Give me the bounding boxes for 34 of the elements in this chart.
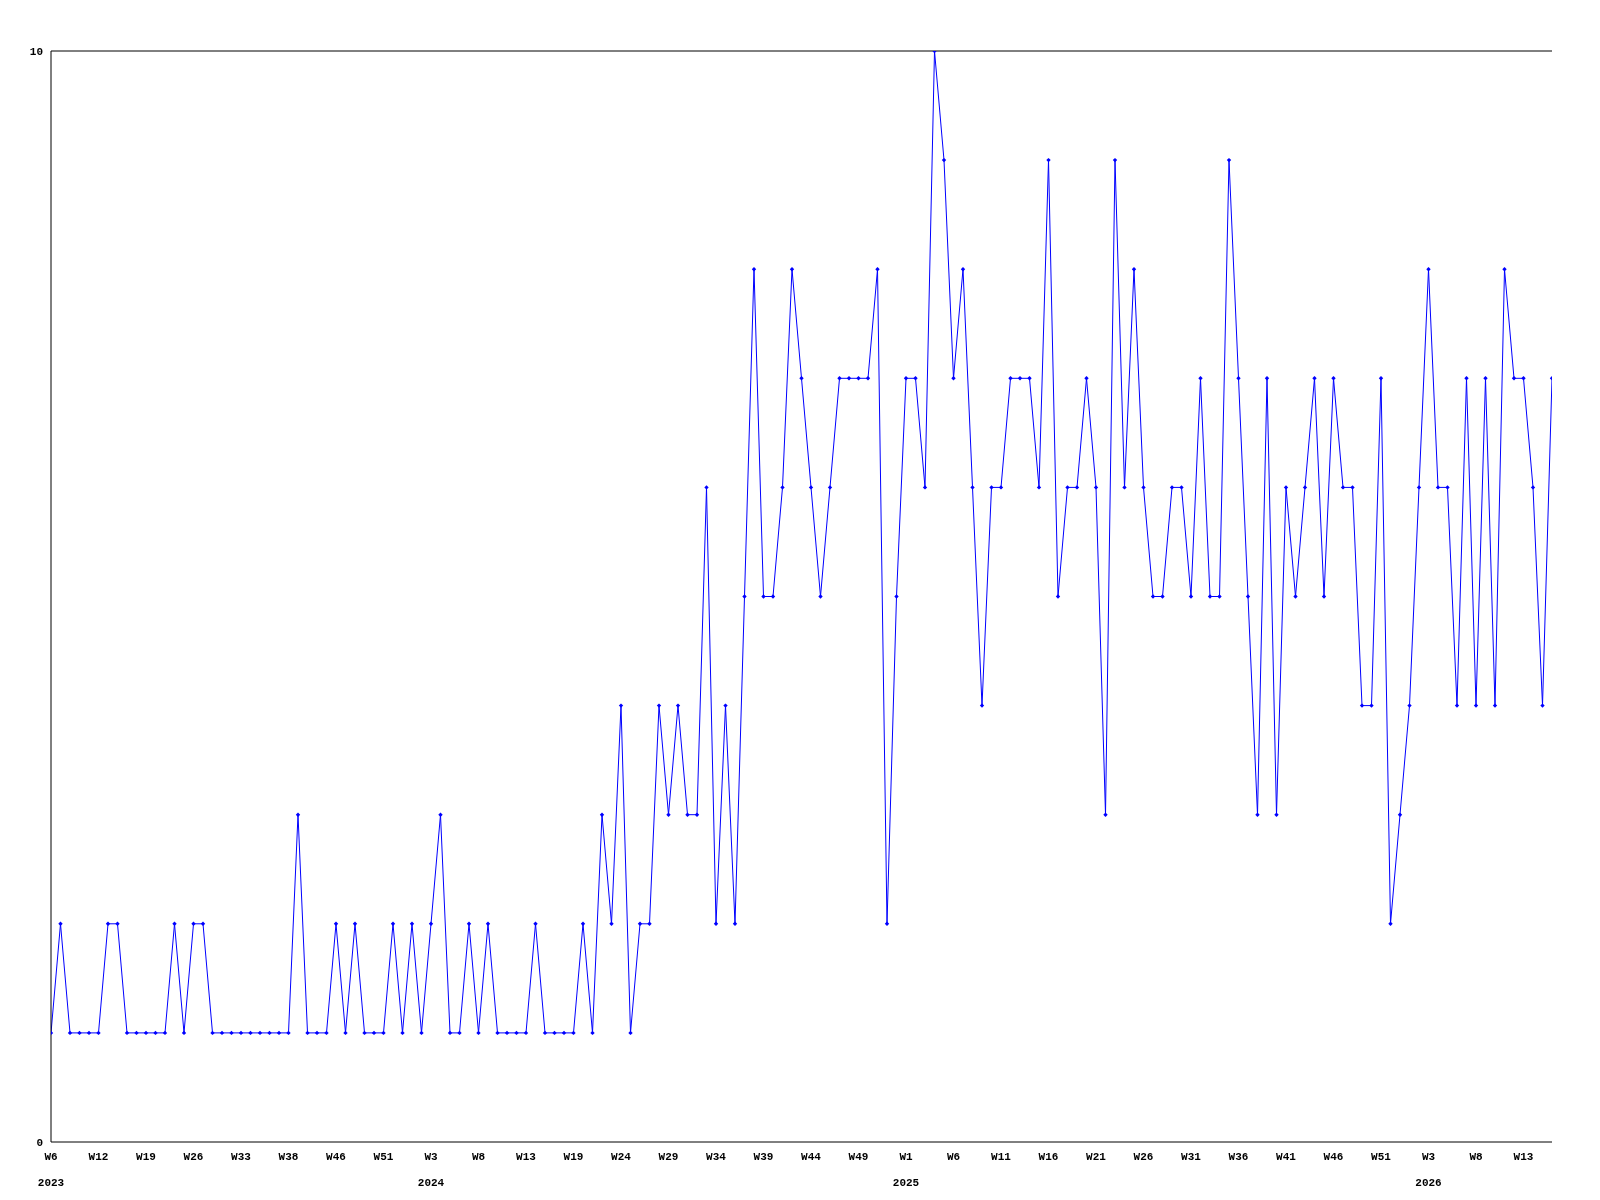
x-tick-label: W8 [471, 1151, 486, 1163]
x-tick-label: W13 [1513, 1151, 1534, 1163]
x-tick-label: W33 [231, 1151, 252, 1163]
y-tick-label: 0 [36, 1136, 43, 1149]
x-tick-label: W13 [516, 1151, 537, 1163]
x-tick-label: W38 [278, 1151, 299, 1163]
x-tick-label: W36 [1228, 1151, 1249, 1163]
x-tick-label: W51 [1371, 1151, 1392, 1163]
x-tick-label: W19 [563, 1151, 584, 1163]
x-tick-label: W51 [373, 1151, 394, 1163]
x-tick-label: W26 [183, 1151, 204, 1163]
category-label: W1 2025 [892, 1151, 920, 1189]
x-tick-label: W19 [136, 1151, 156, 1163]
x-tick-label: W6 [946, 1151, 961, 1163]
x-tick-label: W31 [1181, 1151, 1202, 1163]
category-label: W6 2023 [37, 1151, 65, 1189]
x-tick-label: W34 [706, 1151, 727, 1163]
x-tick-label: W44 [801, 1151, 822, 1163]
x-tick-label: W46 [326, 1151, 346, 1163]
x-tick-label: W41 [1276, 1151, 1297, 1163]
x-tick-label: W11 [991, 1151, 1012, 1163]
x-tick-label: W49 [848, 1151, 869, 1163]
x-tick-label: W39 [753, 1151, 774, 1163]
x-tick-label: W29 [658, 1151, 679, 1163]
x-tick-label: W8 [1469, 1151, 1483, 1163]
x-tick-label: W26 [1133, 1151, 1154, 1163]
x-tick-label: W12 [88, 1151, 109, 1163]
category-label: W3 2026 [1415, 1151, 1442, 1189]
x-tick-label: W21 [1086, 1151, 1107, 1163]
category-label: W3 2024 [417, 1151, 445, 1189]
x-tick-label: W16 [1038, 1151, 1059, 1163]
x-tick-label: W46 [1323, 1151, 1344, 1163]
x-tick-label: W24 [611, 1151, 632, 1163]
y-tick-label: 10 [29, 45, 43, 58]
